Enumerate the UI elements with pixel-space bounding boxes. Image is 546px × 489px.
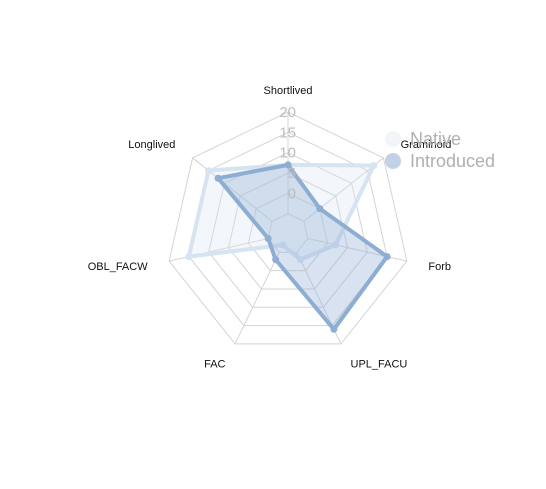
tick-label-5: 5 xyxy=(288,165,296,182)
radar-series-layer xyxy=(185,161,391,333)
grid-ring xyxy=(208,152,368,308)
series-native-area xyxy=(186,162,376,262)
axis-label-upl_facu: UPL_FACU xyxy=(351,359,408,371)
point-native-upl_facu xyxy=(296,256,304,264)
axis-label-graminoid: Graminoid xyxy=(401,139,452,151)
grid-ring xyxy=(247,192,329,272)
point-introduced-longlived xyxy=(214,174,222,182)
point-introduced-obl_facw xyxy=(264,235,272,243)
point-introduced-forb xyxy=(383,253,391,261)
axis-label-shortlived: Shortlived xyxy=(264,85,313,97)
point-native-graminoid xyxy=(370,162,378,170)
point-introduced-shortlived xyxy=(284,161,292,169)
axis-label-obl_facw: OBL_FACW xyxy=(88,261,149,273)
legend-native-marker xyxy=(385,131,401,147)
point-native-longlived xyxy=(205,167,213,175)
tick-label-0: 0 xyxy=(288,185,296,202)
grid-ring xyxy=(168,111,408,345)
radar-tick-labels: 0 5 10 15 20 xyxy=(279,104,296,202)
axis-label-longlived: Longlived xyxy=(128,139,175,151)
tick-label-15: 15 xyxy=(279,124,296,141)
axis-label-fac: FAC xyxy=(204,359,225,371)
legend-native-label: Native xyxy=(410,129,461,149)
point-native-obl_facw xyxy=(185,253,193,261)
tick-label-10: 10 xyxy=(279,145,296,162)
radar-axis-labels: Shortlived Graminoid Forb UPL_FACU FAC OBL_FA… xyxy=(88,85,452,371)
axis-label-forb: Forb xyxy=(428,261,451,273)
legend-introduced-label: Introduced xyxy=(410,151,495,171)
grid-spoke xyxy=(234,252,280,345)
series-introduced-area xyxy=(216,162,390,332)
point-introduced-fac xyxy=(272,256,280,264)
point-introduced-graminoid xyxy=(316,205,324,213)
point-native-forb xyxy=(332,241,340,249)
legend-introduced-marker xyxy=(385,153,401,169)
grid-ring xyxy=(267,213,309,253)
tick-label-20: 20 xyxy=(279,104,296,121)
point-native-fac xyxy=(279,241,287,249)
point-introduced-upl_facu xyxy=(330,325,338,333)
